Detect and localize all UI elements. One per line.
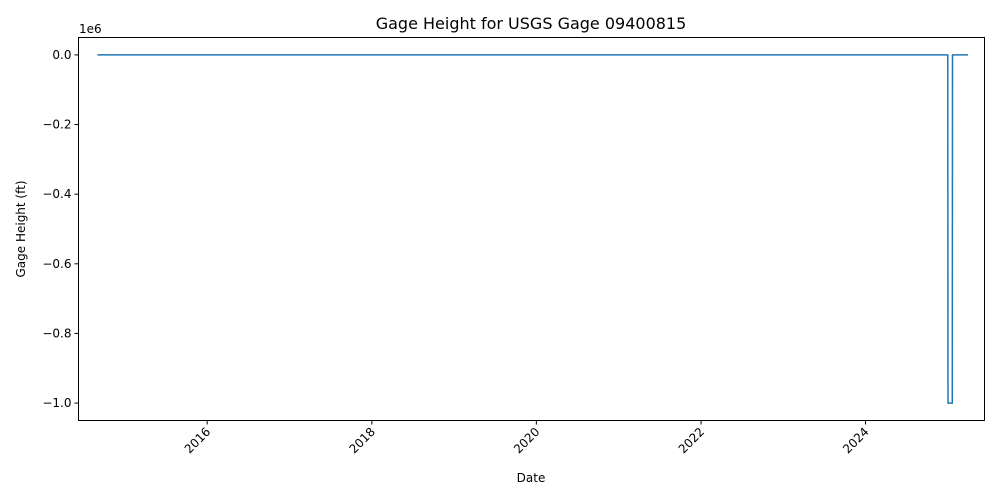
series-line — [97, 54, 969, 404]
y-tick-label: −0.4 — [42, 187, 71, 201]
x-ticks: 2016 2018 2020 2022 2024 — [182, 420, 872, 456]
x-tick-label: 2018 — [346, 425, 377, 456]
y-tick-label: −0.8 — [42, 326, 71, 340]
y-offset-label: 1e6 — [79, 22, 102, 36]
y-axis-label: Gage Height (ft) — [14, 180, 28, 277]
y-tick-label: −0.2 — [42, 118, 71, 132]
y-tick-label: −0.6 — [42, 257, 71, 271]
y-tick-label: 0.0 — [52, 48, 71, 62]
plot-frame — [78, 37, 985, 421]
x-tick-label: 2022 — [676, 425, 707, 456]
series-layer — [97, 54, 969, 404]
x-tick-label: 2024 — [840, 425, 871, 456]
y-ticks: 0.0 −0.2 −0.4 −0.6 −0.8 −1.0 — [42, 48, 79, 410]
y-tick-label: −1.0 — [42, 396, 71, 410]
chart-title: Gage Height for USGS Gage 09400815 — [376, 14, 687, 33]
x-tick-label: 2016 — [182, 425, 213, 456]
x-tick-label: 2020 — [511, 425, 542, 456]
x-axis-label: Date — [517, 471, 546, 485]
